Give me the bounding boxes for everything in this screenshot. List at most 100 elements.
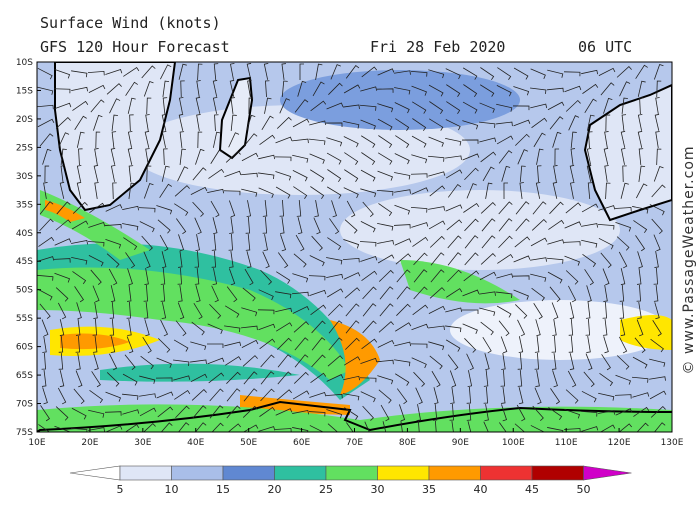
- wind-barb: [212, 131, 221, 148]
- wind-barb: [193, 302, 203, 320]
- wind-barb: [615, 374, 632, 385]
- wind-barb: [513, 119, 531, 127]
- wind-barb: [605, 182, 611, 200]
- wind-barb: [428, 206, 445, 211]
- wind-barb: [245, 233, 251, 251]
- wind-barb: [461, 309, 479, 314]
- wind-barb: [70, 427, 88, 432]
- wind-barb: [55, 116, 71, 129]
- wind-barb: [603, 336, 609, 354]
- wind-barb: [296, 199, 302, 217]
- wind-barb: [464, 218, 479, 232]
- wind-barb: [479, 121, 496, 128]
- wind-barb: [55, 219, 72, 231]
- wind-barb: [635, 235, 646, 252]
- wind-barb: [548, 219, 565, 230]
- wind-barb: [291, 291, 309, 297]
- wind-barb: [144, 268, 149, 285]
- wind-barb: [312, 81, 325, 97]
- wind-barb: [59, 181, 65, 199]
- wind-barb: [531, 287, 545, 302]
- wind-barb: [379, 303, 394, 317]
- wind-barb: [294, 99, 309, 113]
- wind-barb: [530, 273, 547, 282]
- wind-barb: [620, 147, 626, 165]
- wind-barb: [535, 370, 540, 387]
- wind-barb: [91, 371, 101, 388]
- wind-barb: [380, 404, 390, 422]
- wind-barb: [395, 118, 410, 131]
- wind-barb: [498, 320, 510, 337]
- wind-barb: [501, 165, 511, 182]
- wind-barb: [585, 353, 593, 371]
- wind-barb: [637, 251, 643, 269]
- wind-barb: [163, 148, 168, 166]
- wind-barb: [479, 271, 497, 281]
- wind-barb: [325, 122, 343, 127]
- wind-barb: [620, 182, 629, 199]
- wind-barb: [581, 390, 597, 403]
- wind-barb: [603, 285, 608, 302]
- wind-barb: [616, 355, 630, 370]
- wind-barb: [60, 165, 66, 182]
- wind-barb: [110, 336, 116, 354]
- wind-barb: [569, 353, 575, 371]
- wind-barb: [208, 372, 225, 384]
- wind-barb: [587, 182, 593, 200]
- wind-barb: [396, 303, 411, 316]
- wind-barb: [361, 270, 378, 282]
- wind-barb: [345, 65, 360, 79]
- wind-barb: [480, 84, 495, 97]
- wind-barb: [501, 387, 506, 404]
- wind-barb: [514, 236, 531, 248]
- wind-barb: [496, 291, 513, 298]
- wind-barb: [445, 204, 463, 212]
- wind-barb: [552, 131, 562, 148]
- wind-barb: [537, 165, 542, 183]
- legend-swatch: [171, 465, 224, 481]
- wind-barb: [482, 336, 492, 354]
- wind-barb: [207, 188, 225, 194]
- wind-barb: [275, 186, 291, 199]
- wind-barb: [329, 218, 340, 235]
- wind-barb: [60, 148, 67, 165]
- wind-barb: [394, 341, 412, 347]
- wind-barb: [531, 218, 547, 231]
- legend-swatch: [222, 465, 275, 481]
- wind-barb: [87, 70, 105, 76]
- wind-barb: [190, 186, 208, 195]
- wind-barb: [125, 252, 136, 269]
- wind-barb: [241, 152, 259, 162]
- wind-barb: [110, 285, 116, 303]
- lat-label: 35S: [16, 200, 33, 210]
- wind-barb: [230, 114, 237, 131]
- lon-label: 30E: [134, 438, 151, 448]
- wind-barb: [143, 182, 154, 199]
- wind-barb: [533, 132, 546, 148]
- wind-barb: [586, 147, 592, 165]
- wind-barb: [112, 182, 117, 200]
- wind-barb: [195, 234, 200, 251]
- wind-barb: [191, 389, 207, 401]
- wind-barb: [586, 114, 595, 131]
- lon-label: 130E: [661, 438, 684, 448]
- wind-barb: [585, 318, 591, 336]
- wind-barb: [618, 251, 628, 269]
- legend-arrow-high: [583, 465, 632, 481]
- wind-barb: [192, 405, 207, 419]
- wind-barb: [637, 302, 642, 319]
- wind-barb: [377, 152, 393, 165]
- legend-label: 20: [268, 483, 282, 496]
- wind-barb: [245, 216, 251, 234]
- wind-barb: [412, 236, 429, 247]
- wind-barb: [377, 118, 393, 131]
- wind-barb: [74, 115, 87, 130]
- wind-barb: [90, 99, 105, 113]
- wind-barb: [412, 304, 429, 316]
- wind-barb: [95, 131, 101, 149]
- wind-barb: [230, 97, 236, 114]
- wind-barb: [212, 217, 218, 235]
- wind-barb: [293, 321, 309, 333]
- wind-barb: [413, 252, 428, 266]
- wind-barb: [637, 113, 643, 131]
